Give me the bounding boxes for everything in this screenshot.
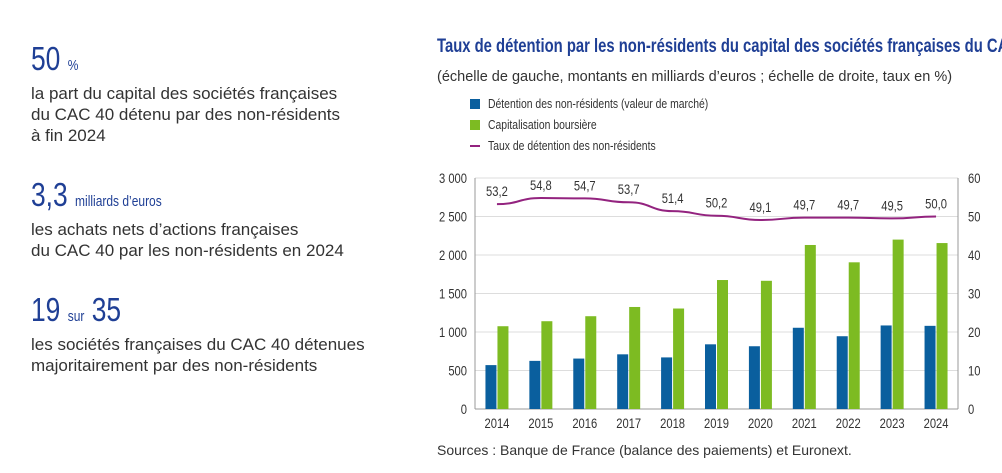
bar-holdings (880, 325, 892, 409)
rate-data-label: 49,5 (881, 198, 903, 213)
y-right-tick-label: 50 (968, 209, 980, 224)
rate-data-label: 53,2 (486, 184, 508, 199)
rate-data-label: 50,2 (706, 196, 728, 211)
x-tick-label: 2022 (836, 416, 861, 431)
key-figure-desc-line: la part du capital des sociétés français… (31, 84, 338, 103)
bar-holdings (617, 354, 629, 409)
x-tick-label: 2021 (792, 416, 817, 431)
rate-data-label: 54,8 (530, 178, 552, 193)
bar-capitalisation (936, 243, 948, 409)
chart-subtitle: (échelle de gauche, montants en milliard… (437, 69, 953, 85)
y-right-tick-label: 20 (968, 325, 980, 340)
bar-capitalisation (804, 244, 816, 409)
sources-note: Sources : Banque de France (balance des … (437, 442, 852, 458)
bar-capitalisation (585, 316, 597, 409)
y-right-tick-label: 0 (968, 402, 974, 417)
bar-capitalisation (848, 262, 860, 409)
chart-title: Taux de détention par les non-résidents … (437, 36, 1002, 57)
legend-item-capitalisation: Capitalisation boursière (470, 114, 763, 135)
x-tick-label: 2023 (880, 416, 905, 431)
legend-label: Détention des non-résidents (valeur de m… (488, 96, 709, 111)
key-figure-value: 3,3 (31, 176, 68, 213)
bar-holdings (748, 346, 760, 409)
bar-holdings (485, 365, 497, 409)
bar-holdings (792, 327, 804, 409)
bar-holdings (924, 325, 936, 409)
x-tick-label: 2019 (704, 416, 729, 431)
key-figure-net-purchases: 3,3 milliards d’euros les achats nets d’… (31, 178, 344, 261)
y-left-tick-label: 1 000 (439, 325, 467, 340)
key-figure-companies: 19 sur 35 les sociétés françaises du CAC… (31, 293, 365, 376)
bar-capitalisation (541, 321, 553, 409)
key-figure-value: 19 (31, 291, 61, 328)
rate-data-label: 49,1 (750, 200, 772, 215)
y-left-tick-label: 3 000 (439, 171, 467, 186)
key-figure-value: 50 (31, 40, 61, 77)
x-tick-label: 2018 (660, 416, 685, 431)
y-left-tick-label: 1 500 (439, 286, 467, 301)
bar-capitalisation (497, 326, 509, 409)
bar-capitalisation (629, 306, 641, 409)
bar-holdings (661, 357, 673, 409)
bar-holdings (529, 360, 541, 409)
rate-data-label: 49,7 (837, 198, 859, 213)
y-right-tick-label: 30 (968, 286, 980, 301)
rate-line (496, 197, 937, 221)
y-right-tick-label: 60 (968, 171, 980, 186)
chart-plot: 0 500 1 000 1 500 2 000 2 500 3 000 0 10 20 30 40 50… (439, 171, 980, 431)
legend-item-holdings: Détention des non-résidents (valeur de m… (470, 93, 763, 114)
x-tick-label: 2017 (616, 416, 641, 431)
key-figure-desc-line: les sociétés françaises du CAC 40 détenu… (31, 335, 365, 354)
rate-data-label: 50,0 (925, 196, 947, 211)
y-left-tick-label: 2 000 (439, 248, 467, 263)
bar-capitalisation (673, 308, 685, 409)
y-right-tick-label: 40 (968, 248, 980, 263)
legend-swatch (470, 119, 480, 130)
x-tick-label: 2016 (572, 416, 597, 431)
bar-capitalisation (892, 239, 904, 409)
key-figure-desc-line: à fin 2024 (31, 126, 106, 145)
legend-item-rate: Taux de détention des non-résidents (470, 135, 763, 156)
y-left-tick-label: 0 (461, 402, 467, 417)
bar-holdings (836, 336, 848, 409)
y-left-tick-label: 500 (448, 363, 467, 378)
chart-legend: Détention des non-résidents (valeur de m… (470, 93, 763, 156)
bar-holdings (573, 358, 585, 409)
x-tick-label: 2024 (924, 416, 949, 431)
x-tick-label: 2015 (528, 416, 553, 431)
rate-data-label: 53,7 (618, 182, 640, 197)
legend-swatch (470, 98, 480, 109)
legend-label: Capitalisation boursière (488, 117, 597, 132)
key-figure-value2: 35 (91, 291, 122, 328)
y-left-tick-label: 2 500 (439, 209, 467, 224)
bar-capitalisation (760, 280, 772, 409)
key-figure-share: 50 % la part du capital des sociétés fra… (31, 42, 340, 146)
key-figure-unit: milliards d’euros (75, 193, 162, 210)
legend-label: Taux de détention des non-résidents (488, 138, 656, 153)
x-tick-label: 2014 (485, 416, 510, 431)
key-figure-unit: sur (67, 308, 85, 325)
bar-capitalisation (717, 280, 728, 409)
key-figure-desc-line: les achats nets d’actions françaises (31, 220, 299, 239)
rate-data-label: 49,7 (793, 198, 815, 213)
key-figure-desc-line: du CAC 40 détenu par des non-résidents (31, 105, 341, 124)
key-figure-unit: % (67, 57, 79, 74)
legend-line (470, 144, 480, 147)
key-figure-desc-line: majoritairement par des non-résidents (31, 356, 318, 375)
key-figure-desc-line: du CAC 40 par les non-résidents en 2024 (31, 241, 344, 260)
x-tick-label: 2020 (748, 416, 773, 431)
y-right-tick-label: 10 (968, 363, 980, 378)
bar-holdings (705, 344, 716, 409)
rate-data-label: 51,4 (662, 191, 684, 206)
rate-data-label: 54,7 (574, 178, 596, 193)
